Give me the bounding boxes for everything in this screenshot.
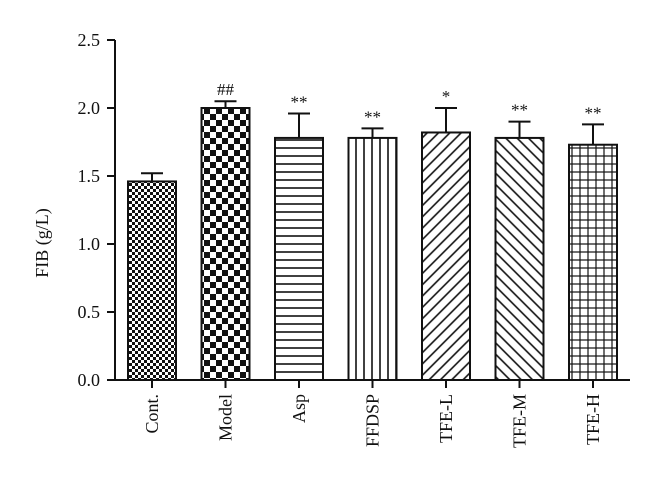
x-tick-label: TFE-H	[583, 394, 603, 445]
y-axis-label: FIB (g/L)	[32, 208, 53, 278]
x-tick-label: Cont.	[142, 394, 162, 434]
y-tick-label: 1.0	[78, 234, 101, 254]
significance-mark: *	[442, 87, 451, 106]
bar-model	[200, 107, 251, 381]
x-tick-label: Model	[216, 394, 236, 441]
x-ticks: Cont. Model Asp FFDSP TFE-L TFE-M TFE-H	[142, 380, 603, 448]
significance-mark: **	[585, 103, 602, 122]
significance-mark: **	[511, 101, 528, 120]
y-tick-label: 0.0	[78, 370, 101, 390]
y-ticks: 0.0 0.5 1.0 1.5 2.0 2.5	[78, 30, 115, 390]
bar-cont	[127, 180, 177, 381]
significance-mark: **	[364, 107, 381, 126]
error-bars	[141, 100, 604, 182]
y-tick-label: 0.5	[78, 302, 101, 322]
significance-annotations: ##******* **	[217, 80, 602, 126]
y-tick-label: 2.5	[78, 30, 101, 50]
y-tick-label: 2.0	[78, 98, 101, 118]
bar-tfe-l	[421, 131, 471, 381]
bar-tfe-m	[494, 136, 545, 381]
significance-mark: **	[291, 92, 308, 111]
bars	[127, 107, 618, 381]
x-tick-label: TFE-M	[510, 394, 530, 448]
x-tick-label: FFDSP	[363, 394, 383, 447]
bar-tfe-h	[568, 143, 618, 381]
significance-mark: ##	[217, 80, 235, 99]
y-tick-label: 1.5	[78, 166, 101, 186]
bar-asp	[274, 136, 324, 381]
x-tick-label: TFE-L	[436, 394, 456, 443]
bar-ffdsp	[347, 136, 398, 381]
x-tick-label: Asp	[289, 394, 309, 423]
